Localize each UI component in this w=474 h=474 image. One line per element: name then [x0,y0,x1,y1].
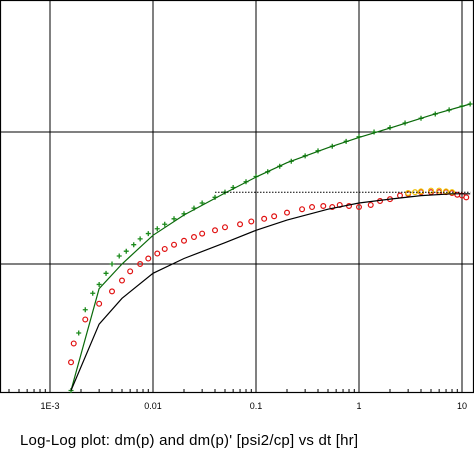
circle-marker [109,288,116,295]
series-pressure-change-data [68,101,473,394]
circle-marker [367,201,374,208]
circle-marker [454,191,461,198]
plus-marker [82,307,88,313]
plus-marker [171,216,177,222]
circle-marker [405,190,412,197]
x-tick-label: 1 [356,401,361,411]
circle-marker [82,316,89,323]
series-pressure-change-model [70,103,471,391]
circle-marker [299,206,306,213]
plus-marker [109,261,115,267]
circle-marker [137,261,144,268]
circle-marker [463,194,470,201]
circle-marker [284,209,291,216]
circle-marker [309,204,316,211]
plus-marker [103,270,109,276]
circle-marker [181,237,188,244]
plus-marker [76,330,82,336]
circle-marker [70,340,77,347]
circle-marker [237,221,244,228]
x-tick-label: 1E-3 [40,401,59,411]
circle-marker [154,250,161,257]
x-tick-label: 0.01 [144,401,162,411]
plus-marker [162,221,168,227]
circle-marker [329,204,336,211]
plus-marker [90,290,96,296]
circle-marker [161,245,168,252]
x-tick-label: 0.1 [250,401,263,411]
circle-marker [261,215,268,222]
circle-marker [118,277,125,284]
plus-marker [131,242,137,248]
plus-marker [123,248,129,254]
circle-marker [127,268,134,275]
chart-caption: Log-Log plot: dm(p) and dm(p)' [psi2/cp]… [20,432,359,449]
circle-marker [320,203,327,210]
pressure-change-model-path [70,103,471,391]
circle-marker [436,187,443,194]
circle-marker [68,359,75,366]
plus-marker [137,236,143,242]
series-pressure-derivative-model [70,193,471,391]
circle-marker [221,224,228,231]
plus-marker [154,226,160,232]
x-axis-ticks: 1E-3 0.01 0.1 1 10 [8,385,467,411]
plus-marker [116,253,122,259]
circle-marker [356,204,363,211]
circle-marker [271,213,278,220]
circle-marker [212,227,219,234]
circle-marker [248,218,255,225]
plus-marker [96,281,102,287]
circle-marker [145,255,152,262]
plus-marker [145,231,151,237]
circle-marker [96,300,103,307]
chart-grid [0,0,474,394]
series-pressure-derivative-data [68,189,470,366]
circle-marker [190,234,197,241]
x-tick-label: 10 [457,401,467,411]
circle-marker [171,241,178,248]
chart-series [68,101,473,394]
circle-marker [199,230,206,237]
pressure-derivative-model-path [70,193,471,391]
circle-marker [418,188,425,195]
circle-marker [427,187,434,194]
